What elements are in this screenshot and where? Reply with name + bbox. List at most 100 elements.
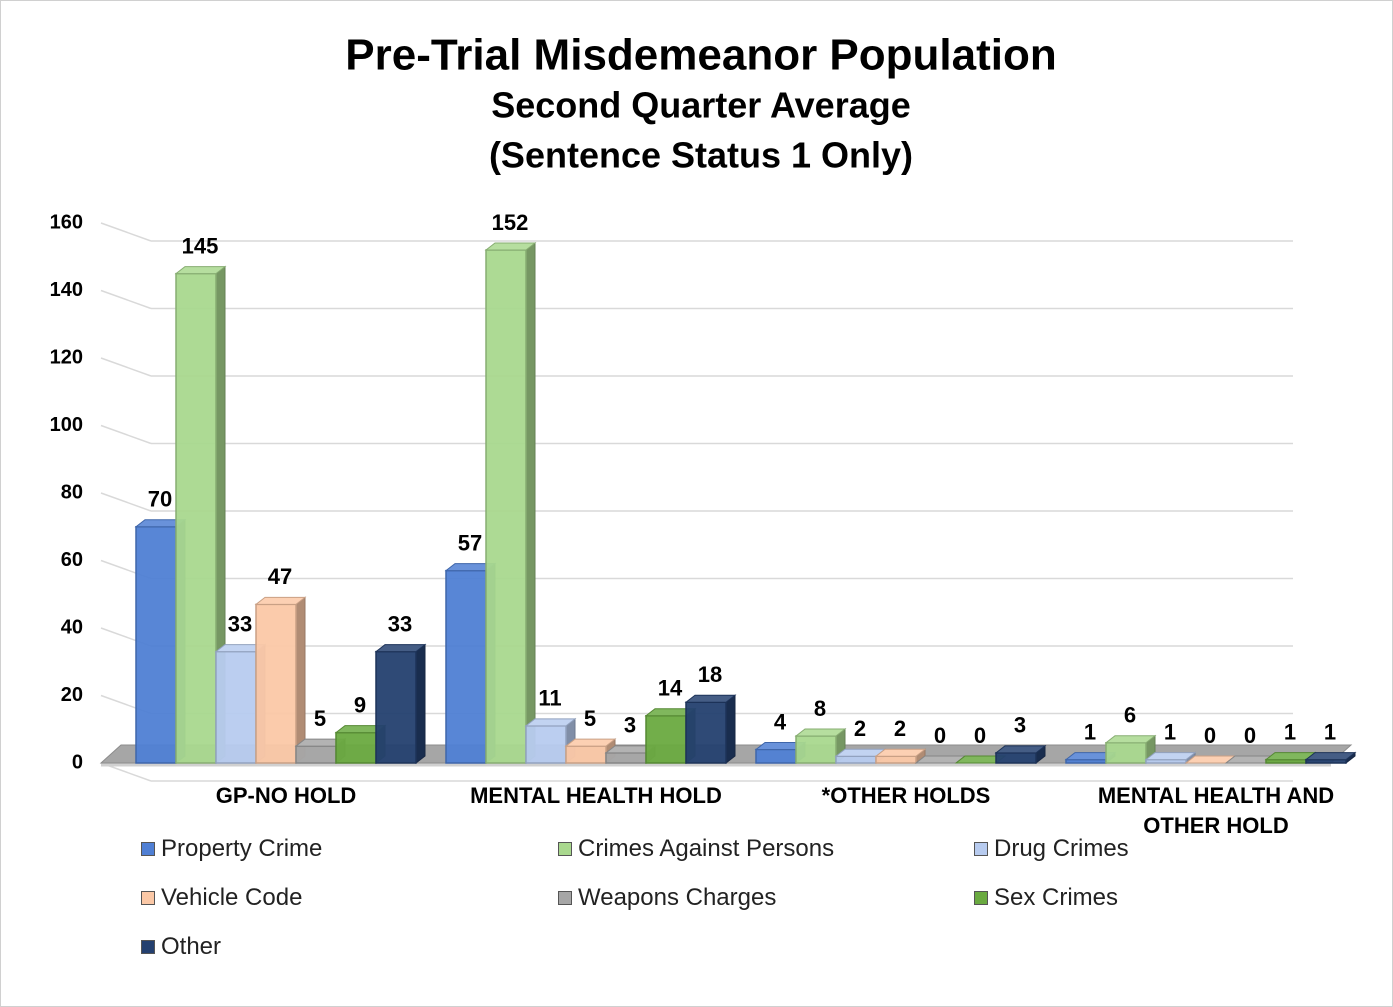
data-label: 145 <box>182 233 219 258</box>
data-label: 5 <box>314 706 326 731</box>
x-tick-label: GP-NO HOLD <box>215 783 357 808</box>
y-tick-label: 80 <box>61 481 83 503</box>
bar <box>1305 758 1347 764</box>
data-label: 8 <box>814 696 826 721</box>
y-tick-label: 120 <box>50 346 83 368</box>
bar-top <box>874 748 927 757</box>
y-tick-label: 160 <box>50 211 83 233</box>
bar <box>295 745 337 764</box>
bar <box>255 603 297 764</box>
data-label: 57 <box>458 530 482 555</box>
grid-line <box>100 289 152 310</box>
legend-label: Drug Crimes <box>994 835 1129 862</box>
data-label: 33 <box>228 611 252 636</box>
bar-top <box>794 728 847 737</box>
data-label: 1 <box>1164 719 1176 744</box>
bar <box>565 745 607 764</box>
bar <box>1145 758 1187 764</box>
bar-top <box>994 745 1047 754</box>
bar <box>605 752 647 764</box>
data-label: 152 <box>492 210 529 235</box>
y-tick-label: 40 <box>61 616 83 638</box>
x-tick-label: MENTAL HEALTH HOLD <box>470 783 722 808</box>
bar <box>685 701 727 764</box>
bar <box>375 650 417 764</box>
chart-title: Pre-Trial Misdemeanor Population <box>345 31 1056 80</box>
legend-label: Weapons Charges <box>578 884 777 911</box>
y-tick-label: 20 <box>61 684 83 706</box>
bar-top <box>1144 752 1197 761</box>
legend-label: Other <box>161 933 222 960</box>
legend-swatch <box>141 891 155 905</box>
legend-swatch <box>141 940 155 954</box>
bar-side <box>415 643 426 765</box>
legend-swatch <box>558 891 572 905</box>
data-label: 0 <box>1244 723 1256 748</box>
y-tick-label: 60 <box>61 549 83 571</box>
legend-item: Weapons Charges <box>558 884 776 912</box>
data-label: 1 <box>1324 719 1336 744</box>
data-label: 70 <box>148 487 172 512</box>
y-tick-label: 140 <box>50 279 83 301</box>
legend-item: Crimes Against Persons <box>558 835 834 863</box>
bar <box>875 755 917 764</box>
bar <box>135 526 177 764</box>
bar <box>1065 758 1107 764</box>
legend-swatch <box>141 842 155 856</box>
data-label: 1 <box>1084 719 1096 744</box>
bar <box>645 715 687 764</box>
data-label: 2 <box>894 716 906 741</box>
y-tick-label: 100 <box>50 414 83 436</box>
legend-item: Sex Crimes <box>974 884 1118 912</box>
data-label: 0 <box>1204 723 1216 748</box>
bar <box>995 752 1037 764</box>
data-label: 18 <box>698 662 722 687</box>
data-label: 9 <box>354 692 366 717</box>
grid-line <box>100 357 152 377</box>
data-label: 11 <box>538 686 561 711</box>
y-tick-label: 0 <box>72 751 83 773</box>
bar-top <box>1104 735 1157 744</box>
x-tick-label: MENTAL HEALTH AND OTHER HOLD <box>1097 783 1335 838</box>
grid-line <box>100 222 152 242</box>
legend-swatch <box>558 842 572 856</box>
legend-item: Drug Crimes <box>974 835 1129 863</box>
bar <box>215 650 257 764</box>
data-label: 3 <box>624 713 636 738</box>
bar <box>335 731 377 764</box>
bar <box>835 755 877 764</box>
bar-side <box>525 241 536 765</box>
bar-top <box>684 694 737 703</box>
grid-line <box>100 424 152 445</box>
bar <box>1105 742 1147 764</box>
data-label: 3 <box>1014 713 1026 738</box>
bar-top <box>174 266 227 275</box>
legend-swatch <box>974 842 988 856</box>
bar-top <box>524 718 577 727</box>
bar-top <box>254 596 307 605</box>
data-label: 4 <box>774 709 787 734</box>
legend-item: Property Crime <box>141 835 322 863</box>
bar-side <box>725 694 736 765</box>
bar <box>795 735 837 764</box>
bar <box>175 272 217 764</box>
bar <box>525 725 567 764</box>
legend-label: Sex Crimes <box>994 884 1119 911</box>
chart-subtitle: (Sentence Status 1 Only) <box>489 135 913 176</box>
grid-line <box>100 492 152 512</box>
data-label: 0 <box>974 723 986 748</box>
chart-subtitle: Second Quarter Average <box>491 85 910 126</box>
x-tick-label: *OTHER HOLDS <box>821 783 991 808</box>
data-label: 47 <box>268 564 292 589</box>
bar <box>755 748 797 764</box>
legend-item: Other <box>141 933 221 961</box>
data-label: 1 <box>1284 719 1296 744</box>
bar-top <box>484 242 537 251</box>
bar <box>1265 758 1307 764</box>
bar-top <box>564 738 617 747</box>
data-label: 33 <box>388 611 412 636</box>
bar-top <box>1304 752 1357 761</box>
data-label: 2 <box>854 716 866 741</box>
